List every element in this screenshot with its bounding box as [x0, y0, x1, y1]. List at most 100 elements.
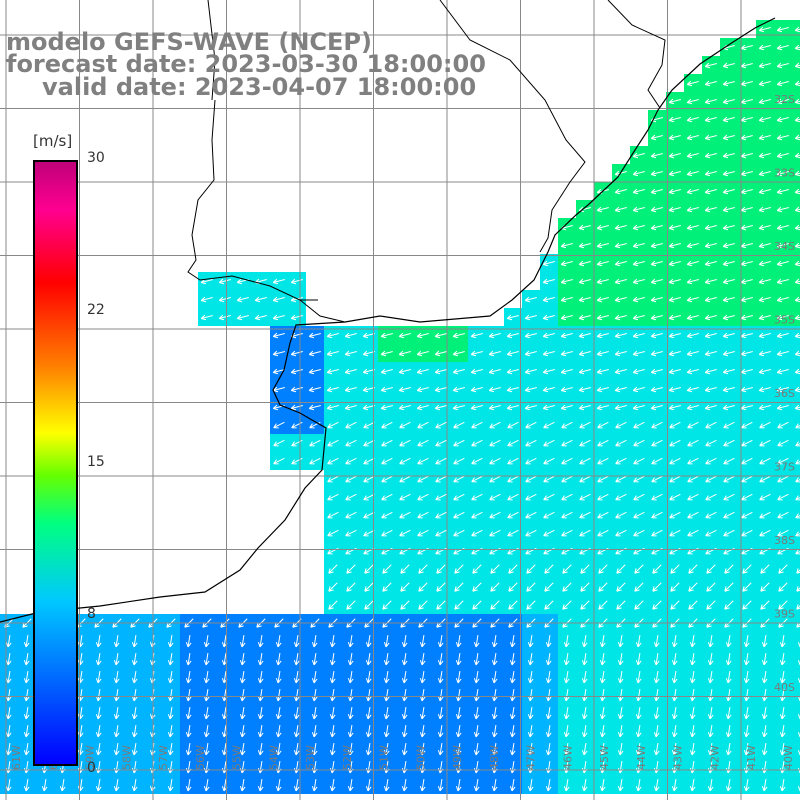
wind-arrow — [723, 457, 735, 465]
wind-arrow — [597, 493, 609, 501]
wind-arrow — [704, 314, 717, 321]
wind-arrow — [776, 98, 789, 105]
wind-arrow — [686, 350, 699, 357]
wind-arrow — [167, 706, 174, 720]
wind-arrow — [779, 778, 786, 792]
wind-arrow — [581, 688, 588, 702]
wind-arrow — [563, 778, 570, 792]
wind-arrow — [365, 706, 372, 720]
wind-arrow — [740, 134, 753, 141]
wind-arrow — [327, 421, 339, 429]
wind-arrow — [562, 600, 572, 610]
wind-arrow — [723, 493, 735, 501]
longitude-label: 52W — [341, 745, 354, 770]
wind-arrow — [614, 188, 627, 195]
wind-arrow — [381, 511, 393, 519]
wind-arrow — [707, 688, 714, 702]
wind-arrow — [704, 188, 717, 195]
wind-arrow — [509, 688, 516, 702]
wind-arrow — [615, 439, 627, 447]
wind-arrow — [254, 314, 267, 321]
wind-arrow — [527, 724, 534, 738]
wind-arrow — [704, 404, 717, 411]
wind-arrow — [400, 600, 410, 610]
wind-arrow — [581, 652, 588, 666]
wind-arrow — [167, 652, 174, 666]
wind-arrow — [776, 332, 789, 339]
wind-arrow — [508, 600, 518, 610]
wind-arrow — [311, 742, 318, 756]
wind-arrow — [5, 742, 12, 756]
wind-arrow — [326, 404, 339, 411]
wind-arrow — [776, 314, 789, 321]
wind-arrow — [131, 652, 138, 666]
wind-arrow — [596, 224, 609, 231]
wind-arrow — [381, 493, 393, 501]
wind-arrow — [668, 368, 681, 375]
wind-arrow — [347, 688, 354, 702]
wind-arrow — [598, 582, 608, 592]
wind-arrow — [669, 475, 681, 483]
longitude-label: 44W — [635, 745, 648, 770]
wind-arrow — [686, 260, 699, 267]
wind-arrow — [365, 688, 372, 702]
wind-arrow — [275, 742, 282, 756]
wind-arrow — [311, 688, 318, 702]
wind-arrow — [131, 634, 138, 648]
wind-arrow — [491, 778, 498, 792]
wind-arrow — [203, 742, 210, 756]
wind-arrow — [113, 652, 120, 666]
wind-arrow — [401, 706, 408, 720]
wind-arrow — [652, 582, 662, 592]
wind-arrow — [707, 652, 714, 666]
wind-arrow — [329, 652, 336, 666]
wind-arrow — [453, 529, 465, 537]
wind-arrow — [632, 152, 645, 159]
wind-arrow — [722, 368, 735, 375]
wind-arrow — [470, 368, 483, 375]
wind-arrow — [687, 529, 699, 537]
wind-arrow — [794, 296, 800, 303]
wind-arrow — [362, 368, 375, 375]
latitude-label: 39S — [774, 608, 795, 621]
wind-arrow — [327, 511, 339, 519]
wind-arrow — [599, 652, 606, 666]
wind-arrow — [632, 386, 645, 393]
wind-arrow — [650, 170, 663, 177]
wind-arrow — [725, 688, 732, 702]
latitude-label: 36S — [774, 387, 795, 400]
wind-arrow — [686, 134, 699, 141]
wind-arrow — [239, 652, 246, 666]
wind-arrow — [417, 439, 429, 447]
wind-arrow — [794, 278, 800, 285]
wind-arrow — [308, 404, 321, 411]
wind-arrow — [759, 421, 771, 429]
wind-arrow — [704, 242, 717, 249]
wind-arrow — [722, 314, 735, 321]
wind-arrow — [344, 386, 357, 393]
wind-arrow — [326, 368, 339, 375]
wind-arrow — [687, 493, 699, 501]
wind-arrow — [401, 634, 408, 648]
wind-arrow — [95, 706, 102, 720]
wind-arrow — [632, 170, 645, 177]
wind-arrow — [653, 634, 660, 648]
wind-arrow — [633, 529, 645, 537]
wind-arrow — [740, 116, 753, 123]
wind-arrow — [632, 368, 645, 375]
wind-arrow — [776, 116, 789, 123]
wind-arrow — [524, 404, 537, 411]
wind-arrow — [437, 688, 444, 702]
wind-arrow — [560, 404, 573, 411]
wind-arrow — [419, 778, 426, 792]
wind-arrow — [615, 421, 627, 429]
longitude-label: 59W — [84, 745, 97, 770]
wind-arrow — [380, 368, 393, 375]
wind-arrow — [777, 493, 789, 501]
wind-arrow — [380, 332, 393, 339]
wind-arrow — [615, 511, 627, 519]
wind-arrow — [707, 634, 714, 648]
wind-arrow — [508, 564, 518, 574]
wind-arrow — [560, 242, 573, 249]
wind-arrow — [453, 475, 465, 483]
